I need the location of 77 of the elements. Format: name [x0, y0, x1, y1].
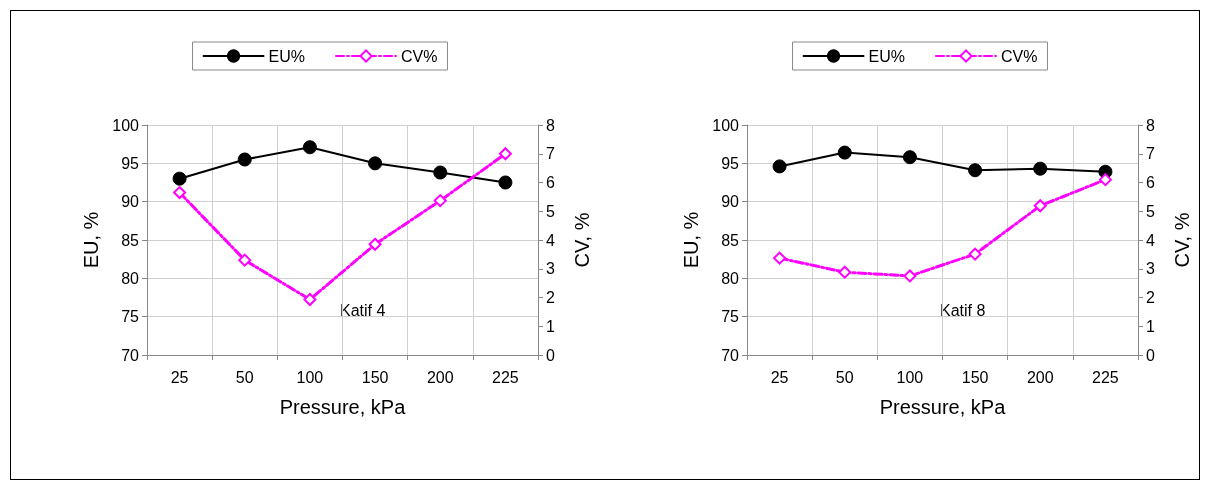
legend-label: EU% — [268, 47, 305, 65]
y-tick-label: 95 — [721, 154, 740, 172]
point — [368, 237, 382, 251]
point — [1098, 173, 1112, 187]
x-tick-label: 200 — [426, 368, 454, 386]
y2-tick-label: 7 — [1146, 145, 1155, 163]
point — [838, 265, 852, 279]
y-tick-label: 90 — [121, 193, 140, 211]
point — [837, 145, 852, 160]
y2-axis-title: CV, % — [571, 212, 593, 268]
x-tick-label: 50 — [835, 368, 854, 386]
y2-tick-label: 3 — [1146, 260, 1155, 278]
legend-label: CV% — [1001, 47, 1038, 65]
x-tick-label: 225 — [492, 368, 519, 386]
legend-label: EU% — [868, 47, 905, 65]
point — [238, 253, 252, 267]
x-axis-title: Pressure, kPa — [279, 396, 407, 418]
point — [303, 293, 317, 307]
y2-tick-label: 8 — [1146, 116, 1155, 134]
y2-tick-label: 2 — [1146, 289, 1155, 306]
point — [903, 269, 917, 283]
y2-tick-label: 6 — [546, 174, 555, 191]
y-tick-label: 75 — [721, 308, 740, 326]
y-tick-label: 85 — [721, 231, 740, 249]
y-tick-label: 70 — [721, 346, 740, 364]
y-tick-label: 70 — [121, 346, 140, 364]
point — [433, 165, 448, 180]
y-axis-title: EU, % — [80, 211, 103, 269]
y2-tick-label: 1 — [546, 317, 555, 335]
point — [968, 163, 983, 178]
y2-tick-label: 2 — [546, 289, 555, 306]
point — [498, 147, 512, 161]
x-tick-label: 100 — [296, 368, 324, 386]
point — [772, 159, 787, 174]
x-tick-label: 100 — [896, 368, 924, 386]
point — [1033, 161, 1048, 176]
y-tick-label: 100 — [712, 116, 740, 134]
x-tick-label: 200 — [1026, 368, 1054, 386]
point — [968, 247, 982, 261]
y-tick-label: 90 — [721, 193, 740, 211]
point — [173, 186, 187, 200]
legend-label: CV% — [401, 47, 438, 65]
point — [773, 251, 787, 265]
y2-tick-label: 5 — [546, 202, 555, 220]
y2-tick-label: 3 — [546, 260, 555, 278]
y2-tick-label: 6 — [1146, 174, 1155, 191]
y2-tick-label: 4 — [546, 231, 555, 249]
x-tick-label: 225 — [1092, 368, 1119, 386]
y2-tick-label: 5 — [1146, 202, 1155, 220]
y2-tick-label: 0 — [546, 346, 555, 364]
y2-tick-label: 7 — [546, 145, 555, 163]
point — [368, 156, 383, 171]
y2-tick-label: 1 — [1146, 317, 1155, 335]
y-tick-label: 80 — [121, 269, 140, 287]
y-tick-label: 80 — [721, 269, 740, 287]
point — [237, 152, 252, 167]
x-tick-label: 150 — [361, 368, 389, 386]
point — [1033, 199, 1047, 213]
x-tick-label: 150 — [961, 368, 989, 386]
point — [433, 194, 447, 208]
y-axis-title: EU, % — [680, 211, 703, 269]
y-tick-label: 95 — [121, 154, 140, 172]
y2-tick-label: 8 — [546, 116, 555, 134]
y-tick-label: 75 — [121, 308, 140, 326]
point — [172, 171, 187, 186]
y-tick-label: 100 — [112, 116, 140, 134]
x-tick-label: 25 — [170, 368, 189, 386]
y2-tick-label: 0 — [1146, 346, 1155, 364]
x-axis-title: Pressure, kPa — [879, 396, 1007, 418]
point — [498, 175, 513, 190]
y-tick-label: 85 — [121, 231, 140, 249]
point — [302, 140, 317, 155]
y2-axis-title: CV, % — [1171, 212, 1193, 268]
x-tick-label: 50 — [235, 368, 254, 386]
x-tick-label: 25 — [770, 368, 789, 386]
point — [902, 150, 917, 165]
y2-tick-label: 4 — [1146, 231, 1155, 249]
